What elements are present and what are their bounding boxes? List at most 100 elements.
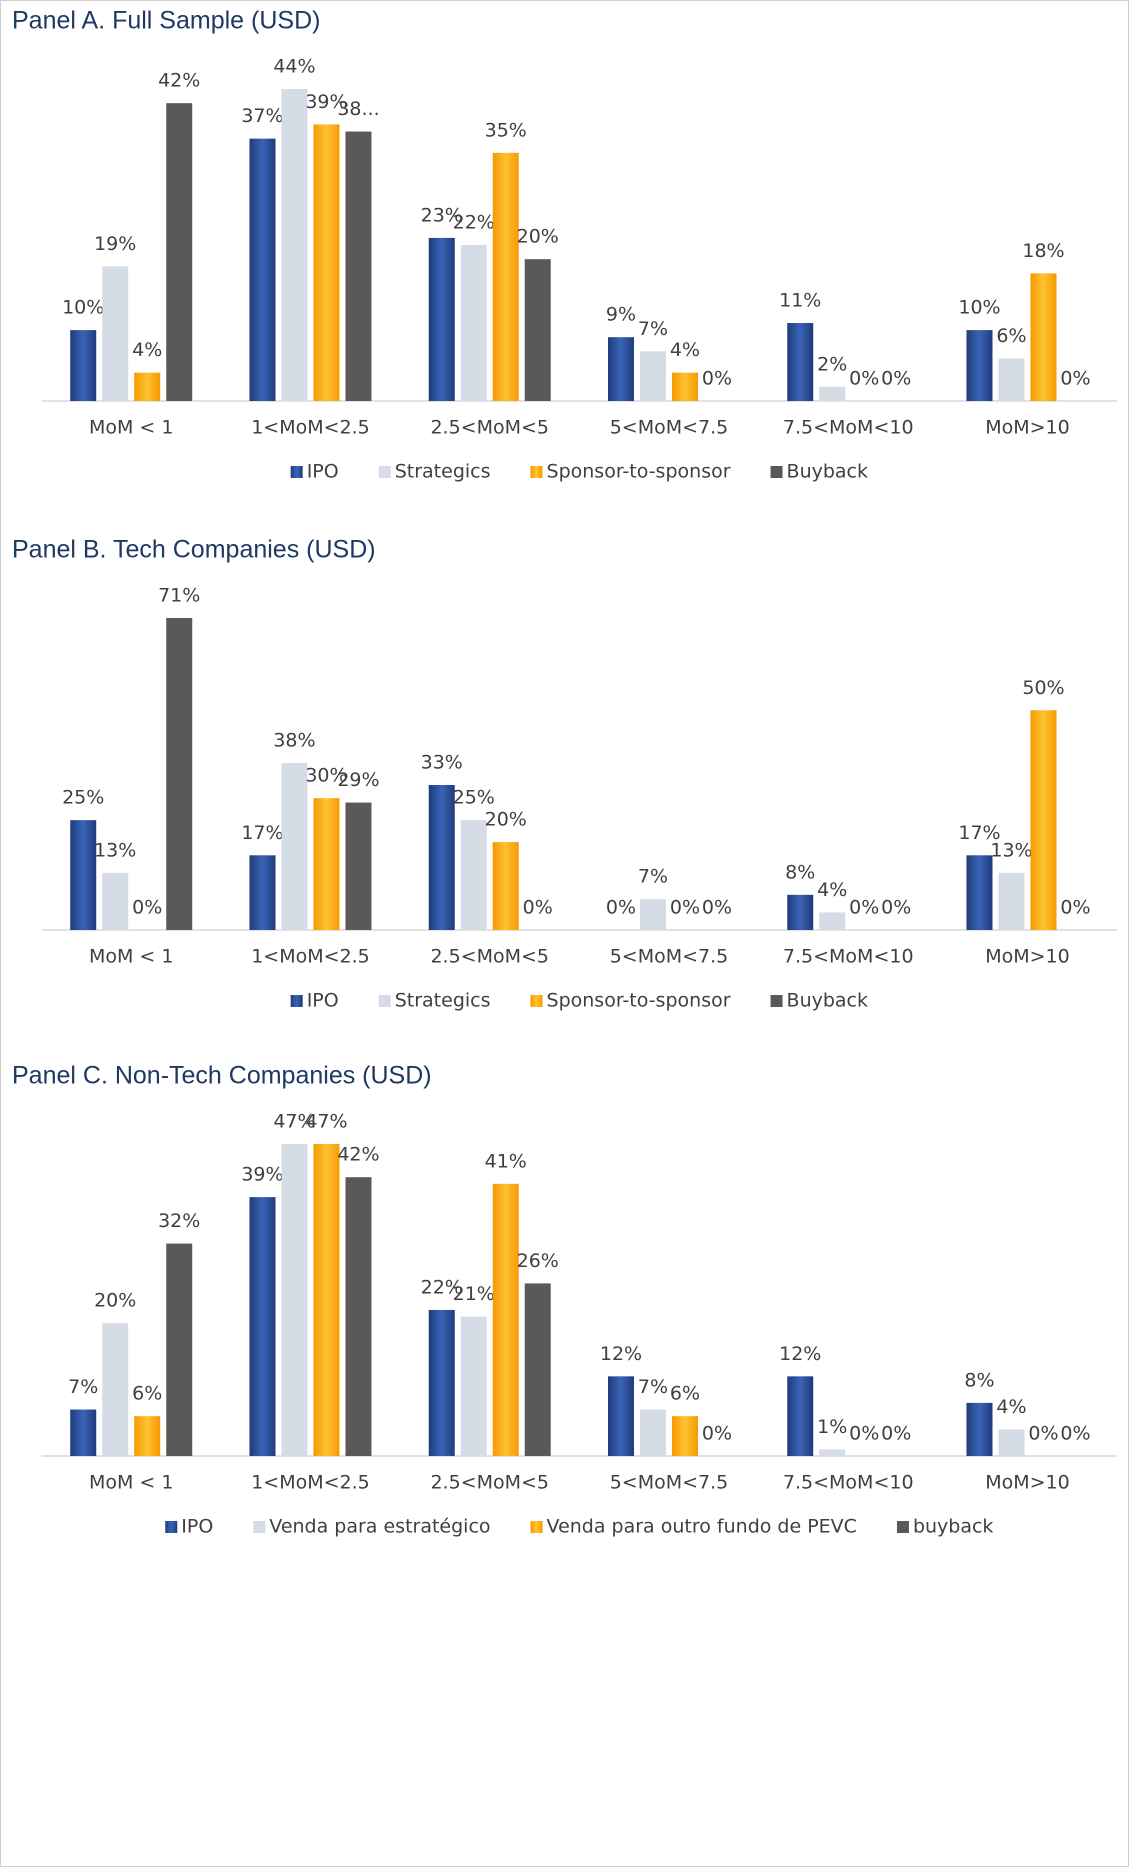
x-tick-label: 5<MoM<7.5 — [610, 946, 729, 968]
data-label: 17% — [241, 822, 283, 844]
data-label: 0% — [606, 897, 636, 919]
legend-swatch — [530, 466, 543, 478]
data-label: 0% — [881, 897, 911, 919]
bar — [249, 138, 276, 402]
bar — [313, 124, 340, 402]
bar — [998, 1429, 1025, 1456]
bar — [998, 872, 1025, 930]
data-label: 13% — [990, 839, 1032, 861]
legend-swatch — [378, 466, 391, 478]
data-label: 0% — [523, 897, 553, 919]
data-label: 0% — [702, 897, 732, 919]
bar — [492, 842, 519, 930]
data-label: 4% — [817, 879, 847, 901]
legend-label: IPO — [181, 1516, 213, 1538]
data-label: 26% — [517, 1250, 559, 1272]
data-label: 0% — [1060, 368, 1090, 390]
x-tick-label: MoM>10 — [985, 1472, 1070, 1494]
bar — [460, 1316, 487, 1456]
data-label: 13% — [94, 839, 136, 861]
data-label: 23% — [421, 204, 463, 226]
data-label: 12% — [779, 1343, 821, 1365]
data-label: 6% — [670, 1383, 700, 1405]
data-label: 0% — [849, 368, 879, 390]
legend-swatch — [770, 466, 783, 478]
data-label: 2% — [817, 353, 847, 375]
data-label: 44% — [273, 56, 315, 78]
data-label: 42% — [337, 1144, 379, 1166]
data-label: 20% — [517, 226, 559, 248]
data-label: 50% — [1022, 677, 1064, 699]
bar — [313, 798, 340, 930]
legend-swatch — [530, 995, 543, 1007]
bar — [607, 337, 634, 401]
bar — [70, 330, 97, 401]
bar — [345, 802, 372, 930]
bar — [345, 131, 372, 401]
data-label: 4% — [132, 339, 162, 361]
bar — [249, 1197, 276, 1456]
data-label: 10% — [958, 297, 1000, 319]
bar — [671, 1416, 698, 1456]
data-label: 0% — [849, 897, 879, 919]
data-label: 0% — [702, 1423, 732, 1445]
legend-label: IPO — [307, 461, 339, 483]
data-label: 7% — [638, 1376, 668, 1398]
bar — [1030, 710, 1057, 930]
x-tick-label: MoM>10 — [985, 417, 1070, 439]
x-tick-label: 5<MoM<7.5 — [610, 1472, 729, 1494]
legend-label: IPO — [307, 990, 339, 1012]
bar — [787, 894, 814, 930]
legend-swatch — [770, 995, 783, 1007]
data-label: 29% — [337, 769, 379, 791]
data-label: 20% — [485, 809, 527, 831]
bar — [966, 330, 993, 401]
bar — [492, 152, 519, 401]
data-label: 0% — [670, 897, 700, 919]
bar — [966, 1402, 993, 1456]
bar — [313, 1144, 340, 1456]
data-label: 4% — [996, 1396, 1026, 1418]
bar — [1030, 273, 1057, 401]
bar — [787, 323, 814, 401]
bar — [639, 1409, 666, 1456]
data-label: 0% — [1060, 1423, 1090, 1445]
bar — [460, 245, 487, 401]
x-tick-label: 7.5<MoM<10 — [783, 946, 914, 968]
bar — [134, 1416, 161, 1456]
data-label: 9% — [606, 304, 636, 326]
x-tick-label: 2.5<MoM<5 — [430, 946, 549, 968]
legend-swatch — [253, 1521, 266, 1533]
data-label: 25% — [453, 787, 495, 809]
data-label: 7% — [638, 866, 668, 888]
data-label: 21% — [453, 1283, 495, 1305]
chart-title: Panel B. Tech Companies (USD) — [12, 536, 376, 564]
x-tick-label: MoM>10 — [985, 946, 1070, 968]
bar — [70, 1409, 97, 1456]
data-label: 17% — [958, 822, 1000, 844]
legend-swatch — [896, 1521, 909, 1533]
data-label: 30% — [305, 765, 347, 787]
data-label: 22% — [453, 212, 495, 234]
bar — [102, 1323, 129, 1456]
legend-label: Buyback — [787, 461, 868, 483]
data-label: 11% — [779, 290, 821, 312]
data-label: 19% — [94, 233, 136, 255]
bar — [819, 1449, 846, 1456]
data-label: 0% — [881, 1423, 911, 1445]
bar — [639, 899, 666, 930]
bar — [281, 89, 308, 401]
x-tick-label: 2.5<MoM<5 — [430, 417, 549, 439]
legend-label: Strategics — [395, 990, 491, 1012]
data-label: 0% — [849, 1423, 879, 1445]
bar — [639, 351, 666, 401]
bar — [134, 372, 161, 401]
legend-label: buyback — [913, 1516, 994, 1538]
data-label: 7% — [638, 318, 668, 340]
bar — [607, 1376, 634, 1456]
legend-label: Sponsor-to-sponsor — [547, 461, 731, 483]
bar — [281, 1144, 308, 1456]
bar — [428, 1309, 455, 1456]
legend-label: Strategics — [395, 461, 491, 483]
bar — [166, 1243, 193, 1456]
